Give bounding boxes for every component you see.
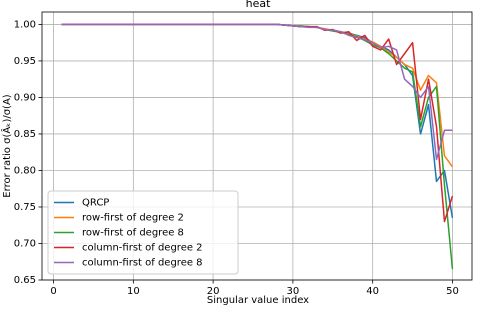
plot-frame [41,11,473,281]
x-tick-label: 10 [127,286,140,297]
x-tick-label: 30 [287,286,300,297]
legend-label: QRCP [82,198,109,209]
y-tick-label: 0.70 [14,238,36,249]
legend-box [47,190,239,275]
y-tick-label: 0.80 [14,165,36,176]
x-tick-label: 20 [207,286,220,297]
y-tick-label: 0.65 [14,275,36,286]
legend-label: row-first of degree 2 [82,213,184,224]
y-tick-label: 0.75 [14,202,36,213]
y-tick-label: 0.95 [14,56,36,67]
x-tick-label: 50 [446,286,459,297]
legend-label: column-first of degree 8 [82,258,203,269]
legend: QRCP row-first of degree 2 row-first of de… [47,190,239,275]
series-line [61,23,453,161]
chart-title: heat [246,0,271,10]
y-axis-label: Error ratio σ(Âₖ)/σ(A) [0,94,13,197]
x-tick-label: 0 [50,286,56,297]
y-tick-label: 0.90 [14,92,36,103]
x-axis-label: Singular value index [207,295,309,306]
x-tick-label: 40 [366,286,379,297]
legend-label: row-first of degree 8 [82,228,184,239]
series-line [61,23,454,168]
y-tick-label: 1.00 [14,19,36,30]
y-tick-label: 0.85 [14,129,36,140]
legend-label: column-first of degree 2 [82,243,203,254]
